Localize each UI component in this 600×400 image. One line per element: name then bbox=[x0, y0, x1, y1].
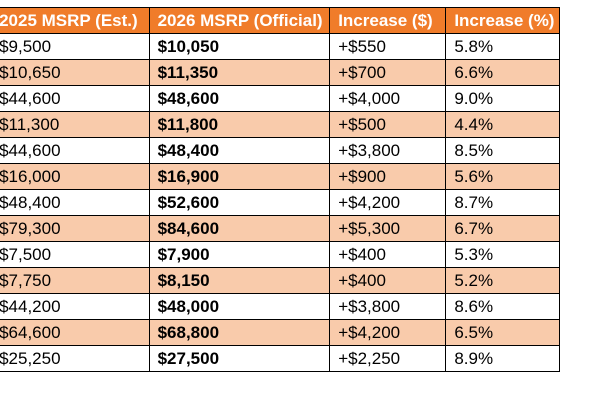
table-body: $9,500 $10,050 +$550 5.8% $10,650 $11,350 +$70… bbox=[0, 33, 560, 372]
table-row: $11,300 $11,800 +$500 4.4% bbox=[0, 111, 560, 138]
increase-pct-cell: 8.9% bbox=[445, 345, 560, 372]
msrp-2025-cell: $7,750 bbox=[0, 267, 150, 294]
increase-pct-cell: 5.3% bbox=[445, 241, 560, 268]
msrp-2026-cell: $48,400 bbox=[148, 137, 331, 164]
msrp-2025-cell: $11,300 bbox=[0, 111, 150, 138]
table-row: $9,500 $10,050 +$550 5.8% bbox=[0, 33, 560, 60]
increase-pct-cell: 9.0% bbox=[445, 85, 560, 112]
increase-usd-cell: +$3,800 bbox=[329, 137, 447, 164]
msrp-2026-cell: $48,600 bbox=[148, 85, 331, 112]
msrp-comparison-table: 2025 MSRP (Est.) 2026 MSRP (Official) In… bbox=[0, 7, 560, 372]
header-increase-usd: Increase ($) bbox=[329, 7, 447, 34]
increase-usd-cell: +$5,300 bbox=[329, 215, 447, 242]
increase-usd-cell: +$4,000 bbox=[329, 85, 447, 112]
table-row: $10,650 $11,350 +$700 6.6% bbox=[0, 59, 560, 86]
msrp-2025-cell: $16,000 bbox=[0, 163, 150, 190]
increase-usd-cell: +$700 bbox=[329, 59, 447, 86]
increase-pct-cell: 8.5% bbox=[445, 137, 560, 164]
msrp-2026-cell: $52,600 bbox=[148, 189, 331, 216]
table-row: $64,600 $68,800 +$4,200 6.5% bbox=[0, 319, 560, 346]
increase-usd-cell: +$4,200 bbox=[329, 189, 447, 216]
increase-usd-cell: +$400 bbox=[329, 241, 447, 268]
increase-usd-cell: +$3,800 bbox=[329, 293, 447, 320]
increase-usd-cell: +$2,250 bbox=[329, 345, 447, 372]
msrp-2025-cell: $64,600 bbox=[0, 319, 150, 346]
increase-usd-cell: +$900 bbox=[329, 163, 447, 190]
msrp-2026-cell: $10,050 bbox=[148, 33, 331, 60]
increase-pct-cell: 6.6% bbox=[445, 59, 560, 86]
msrp-2025-cell: $44,600 bbox=[0, 137, 150, 164]
increase-usd-cell: +$550 bbox=[329, 33, 447, 60]
msrp-2026-cell: $7,900 bbox=[148, 241, 331, 268]
increase-usd-cell: +$400 bbox=[329, 267, 447, 294]
table-row: $7,750 $8,150 +$400 5.2% bbox=[0, 267, 560, 294]
table-row: $79,300 $84,600 +$5,300 6.7% bbox=[0, 215, 560, 242]
msrp-2025-cell: $9,500 bbox=[0, 33, 150, 60]
increase-usd-cell: +$4,200 bbox=[329, 319, 447, 346]
msrp-2025-cell: $7,500 bbox=[0, 241, 150, 268]
table-row: $48,400 $52,600 +$4,200 8.7% bbox=[0, 189, 560, 216]
header-increase-pct: Increase (%) bbox=[445, 7, 560, 34]
table-header-row: 2025 MSRP (Est.) 2026 MSRP (Official) In… bbox=[0, 7, 560, 34]
msrp-2025-cell: $44,600 bbox=[0, 85, 150, 112]
increase-pct-cell: 8.7% bbox=[445, 189, 560, 216]
increase-pct-cell: 6.7% bbox=[445, 215, 560, 242]
increase-pct-cell: 6.5% bbox=[445, 319, 560, 346]
increase-usd-cell: +$500 bbox=[329, 111, 447, 138]
increase-pct-cell: 5.2% bbox=[445, 267, 560, 294]
msrp-2025-cell: $48,400 bbox=[0, 189, 150, 216]
msrp-2026-cell: $27,500 bbox=[148, 345, 331, 372]
msrp-2025-cell: $25,250 bbox=[0, 345, 150, 372]
msrp-2026-cell: $11,350 bbox=[148, 59, 331, 86]
msrp-2025-cell: $44,200 bbox=[0, 293, 150, 320]
msrp-2025-cell: $10,650 bbox=[0, 59, 150, 86]
table-row: $25,250 $27,500 +$2,250 8.9% bbox=[0, 345, 560, 372]
header-msrp-2026: 2026 MSRP (Official) bbox=[148, 7, 331, 34]
header-msrp-2025: 2025 MSRP (Est.) bbox=[0, 7, 150, 34]
table-row: $44,600 $48,400 +$3,800 8.5% bbox=[0, 137, 560, 164]
increase-pct-cell: 4.4% bbox=[445, 111, 560, 138]
msrp-2026-cell: $68,800 bbox=[148, 319, 331, 346]
table-row: $16,000 $16,900 +$900 5.6% bbox=[0, 163, 560, 190]
increase-pct-cell: 5.6% bbox=[445, 163, 560, 190]
msrp-2026-cell: $48,000 bbox=[148, 293, 331, 320]
msrp-2025-cell: $79,300 bbox=[0, 215, 150, 242]
table-row: $44,600 $48,600 +$4,000 9.0% bbox=[0, 85, 560, 112]
table-row: $7,500 $7,900 +$400 5.3% bbox=[0, 241, 560, 268]
increase-pct-cell: 8.6% bbox=[445, 293, 560, 320]
msrp-2026-cell: $16,900 bbox=[148, 163, 331, 190]
msrp-2026-cell: $11,800 bbox=[148, 111, 331, 138]
table-row: $44,200 $48,000 +$3,800 8.6% bbox=[0, 293, 560, 320]
msrp-2026-cell: $8,150 bbox=[148, 267, 331, 294]
increase-pct-cell: 5.8% bbox=[445, 33, 560, 60]
msrp-2026-cell: $84,600 bbox=[148, 215, 331, 242]
